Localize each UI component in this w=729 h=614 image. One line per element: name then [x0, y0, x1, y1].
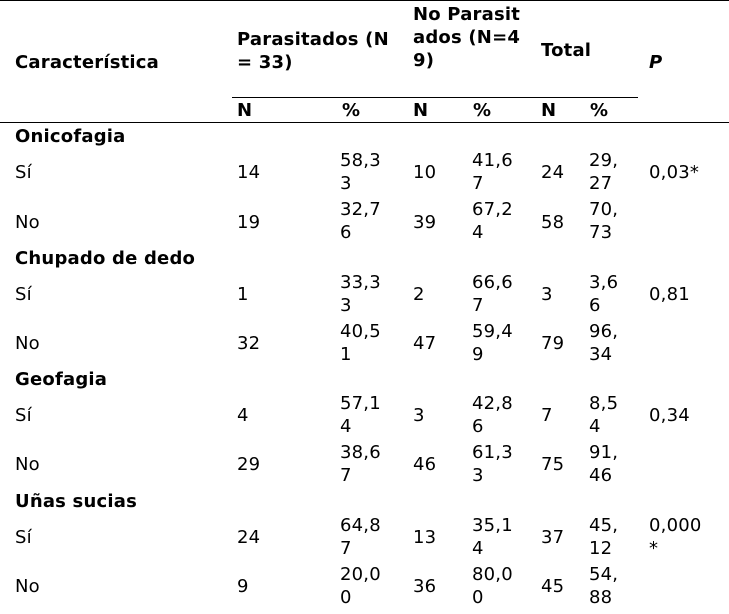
row-label: Sí	[15, 527, 32, 548]
cell-n-no-parasitados: 2	[413, 284, 425, 305]
cell-n-parasitados: 19	[237, 212, 261, 233]
cell-n-parasitados: 9	[237, 576, 249, 597]
cell-n-total: 3	[541, 284, 553, 305]
header-bottom-rule	[0, 122, 729, 123]
cell-pct-total: 96,34	[589, 321, 619, 365]
cell-n-parasitados: 4	[237, 405, 249, 426]
cell-n-total: 79	[541, 333, 565, 354]
cell-n-parasitados: 14	[237, 162, 261, 183]
header-characteristic: Característica	[15, 52, 160, 73]
subheader-pct-no-parasitados: %	[473, 100, 492, 121]
subheader-n-no-parasitados: N	[413, 100, 429, 121]
cell-pct-no-parasitados: 66,67	[472, 272, 513, 316]
cell-n-no-parasitados: 46	[413, 454, 437, 475]
row-label: Sí	[15, 284, 32, 305]
cell-n-no-parasitados: 3	[413, 405, 425, 426]
cell-n-parasitados: 1	[237, 284, 249, 305]
subheader-n-total: N	[541, 100, 557, 121]
subheader-pct-total: %	[590, 100, 609, 121]
header-p: P	[649, 52, 663, 73]
cell-n-total: 24	[541, 162, 565, 183]
cell-pct-parasitados: 33,33	[340, 272, 381, 316]
header-parasitados: Parasitados (N = 33)	[237, 29, 389, 73]
cell-n-no-parasitados: 39	[413, 212, 437, 233]
cell-n-parasitados: 32	[237, 333, 261, 354]
cell-n-no-parasitados: 10	[413, 162, 437, 183]
row-label: No	[15, 333, 40, 354]
cell-pct-total: 45,12	[589, 515, 619, 559]
subheader-pct-parasitados: %	[342, 100, 361, 121]
cell-n-total: 75	[541, 454, 565, 475]
cell-pct-no-parasitados: 61,33	[472, 442, 513, 486]
cell-pct-total: 3,66	[589, 272, 619, 316]
cell-n-total: 58	[541, 212, 565, 233]
header-total: Total	[541, 40, 592, 61]
cell-pct-total: 29,27	[589, 150, 619, 194]
cell-n-no-parasitados: 36	[413, 576, 437, 597]
cell-n-parasitados: 24	[237, 527, 261, 548]
cell-pct-no-parasitados: 80,00	[472, 564, 513, 608]
cell-pct-parasitados: 57,14	[340, 393, 381, 437]
cell-pct-total: 54,88	[589, 564, 619, 608]
cell-pct-parasitados: 38,67	[340, 442, 381, 486]
cell-pct-parasitados: 32,76	[340, 199, 381, 243]
cell-n-no-parasitados: 13	[413, 527, 437, 548]
cell-pct-parasitados: 40,51	[340, 321, 381, 365]
header-no-parasitados: No Parasitados (N=49)	[413, 4, 521, 71]
cell-n-total: 45	[541, 576, 565, 597]
cell-n-no-parasitados: 47	[413, 333, 437, 354]
cell-p-value: 0,03*	[649, 162, 700, 183]
cell-n-total: 7	[541, 405, 553, 426]
cell-pct-no-parasitados: 67,24	[472, 199, 513, 243]
cell-pct-parasitados: 20,00	[340, 564, 381, 608]
cell-n-total: 37	[541, 527, 565, 548]
row-label: Sí	[15, 405, 32, 426]
group-title: Geofagia	[15, 369, 108, 390]
group-title: Uñas sucias	[15, 491, 137, 512]
cell-pct-total: 91,46	[589, 442, 619, 486]
row-label: Sí	[15, 162, 32, 183]
cell-p-value: 0,000*	[649, 515, 702, 559]
cell-p-value: 0,81	[649, 284, 690, 305]
row-label: No	[15, 454, 40, 475]
cell-pct-no-parasitados: 41,67	[472, 150, 513, 194]
subheader-n-parasitados: N	[237, 100, 253, 121]
subheader-rule	[232, 97, 638, 98]
cell-pct-parasitados: 58,33	[340, 150, 381, 194]
cell-pct-total: 8,54	[589, 393, 619, 437]
cell-pct-no-parasitados: 35,14	[472, 515, 513, 559]
row-label: No	[15, 576, 40, 597]
cell-pct-no-parasitados: 59,49	[472, 321, 513, 365]
cell-pct-no-parasitados: 42,86	[472, 393, 513, 437]
group-title: Chupado de dedo	[15, 248, 196, 269]
group-title: Onicofagia	[15, 126, 126, 147]
cell-pct-total: 70,73	[589, 199, 619, 243]
top-rule	[0, 0, 729, 1]
cell-p-value: 0,34	[649, 405, 690, 426]
cell-n-parasitados: 29	[237, 454, 261, 475]
row-label: No	[15, 212, 40, 233]
cell-pct-parasitados: 64,87	[340, 515, 381, 559]
